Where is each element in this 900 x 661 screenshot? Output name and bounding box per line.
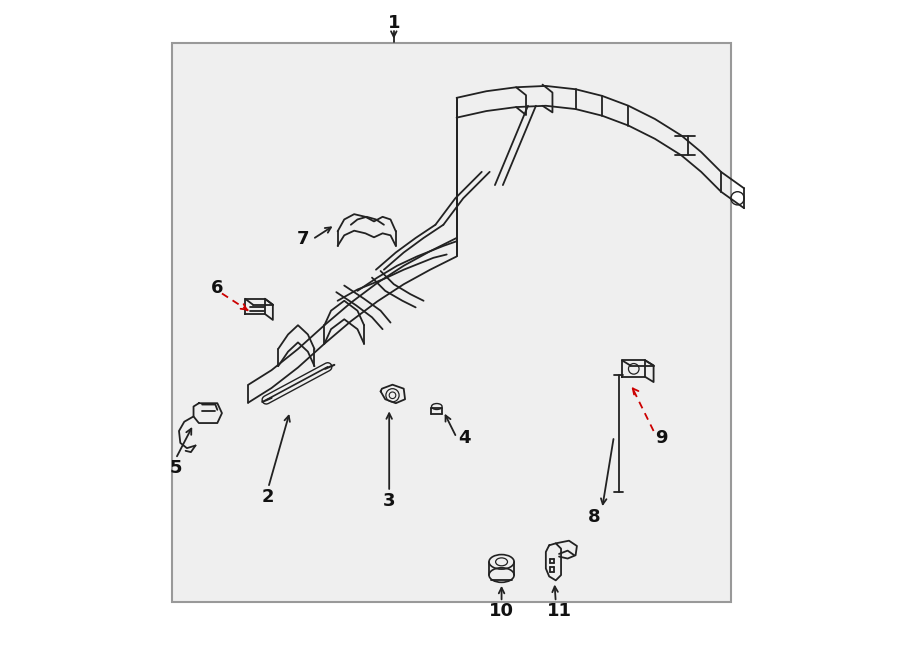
Text: 9: 9 — [655, 428, 668, 447]
Text: 6: 6 — [212, 278, 223, 297]
Text: 7: 7 — [297, 230, 310, 249]
Text: 11: 11 — [546, 602, 572, 621]
Bar — [173, 43, 731, 602]
Text: 3: 3 — [382, 492, 395, 510]
Text: 4: 4 — [458, 428, 471, 447]
Text: 8: 8 — [588, 508, 600, 526]
Text: 10: 10 — [489, 602, 514, 621]
Text: 5: 5 — [169, 459, 182, 477]
Text: 1: 1 — [388, 14, 400, 32]
Text: 2: 2 — [262, 488, 274, 506]
